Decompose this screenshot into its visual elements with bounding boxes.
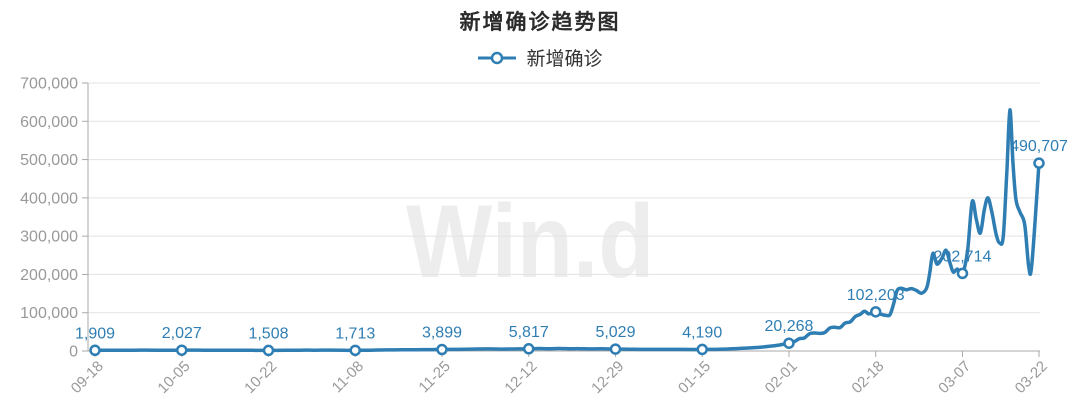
data-point-label: 5,817 — [509, 324, 549, 341]
x-axis-tick-label: 10-22 — [241, 358, 280, 397]
x-axis-tick-label: 03-07 — [935, 358, 974, 397]
data-point-marker[interactable] — [1033, 157, 1045, 169]
data-point-label: 2,027 — [162, 325, 202, 342]
y-axis-tick-label: 100,000 — [20, 305, 78, 322]
data-point-label: 20,268 — [764, 318, 813, 335]
data-point-label: 102,203 — [847, 287, 905, 304]
data-point-marker[interactable] — [869, 306, 882, 318]
data-point-label: 3,899 — [422, 325, 462, 342]
data-point-marker[interactable] — [436, 343, 448, 356]
data-point-label: 4,190 — [682, 324, 722, 341]
y-axis-tick-label: 200,000 — [20, 267, 78, 284]
data-point-marker[interactable] — [696, 343, 708, 356]
data-point-label: 490,707 — [1010, 138, 1068, 155]
y-axis-tick-label: 500,000 — [20, 152, 78, 169]
data-point-marker[interactable] — [783, 337, 795, 349]
y-axis-tick-label: 0 — [69, 344, 78, 361]
data-point-marker[interactable] — [349, 344, 361, 357]
y-axis-tick-label: 600,000 — [20, 114, 78, 131]
data-point-marker[interactable] — [175, 344, 188, 356]
legend: 新增确诊 — [0, 44, 1080, 71]
y-axis-tick-label: 300,000 — [20, 229, 78, 246]
legend-item-new-confirmed[interactable]: 新增确诊 — [477, 44, 603, 71]
x-axis-tick-label: 09-18 — [68, 358, 107, 397]
data-point-marker[interactable] — [956, 267, 969, 280]
x-axis-tick-label: 01-15 — [675, 358, 714, 397]
y-axis-tick-label: 700,000 — [20, 76, 78, 93]
x-axis-tick-label: 02-01 — [762, 358, 801, 397]
data-point-marker[interactable] — [522, 343, 535, 355]
x-axis-tick-label: 11-25 — [415, 358, 453, 396]
data-point-marker[interactable] — [262, 344, 275, 357]
data-point-marker[interactable] — [609, 343, 622, 355]
x-axis-tick-label: 02-18 — [848, 358, 887, 397]
legend-line-marker-icon — [478, 51, 517, 64]
data-point-label: 5,029 — [595, 324, 635, 341]
chart-title: 新增确诊趋势图 — [459, 11, 621, 34]
series-line-new-confirmed[interactable] — [93, 108, 1041, 353]
x-axis-tick-label: 10-05 — [154, 358, 193, 397]
data-point-label: 1,909 — [75, 325, 115, 342]
data-point-label: 1,713 — [335, 325, 375, 342]
data-point-label: 202,714 — [934, 248, 992, 265]
data-point-label: 1,508 — [248, 325, 288, 342]
x-axis-tick-label: 03-22 — [1012, 358, 1051, 397]
legend-item-label: 新增确诊 — [526, 49, 603, 70]
y-axis-tick-label: 400,000 — [20, 190, 78, 207]
data-point-marker[interactable] — [89, 344, 101, 357]
x-axis-tick-label: 12-12 — [501, 358, 540, 397]
wind-watermark: Win.d — [406, 184, 655, 300]
x-axis-tick-label: 12-29 — [588, 358, 627, 397]
x-axis-tick-label: 11-08 — [329, 358, 367, 396]
